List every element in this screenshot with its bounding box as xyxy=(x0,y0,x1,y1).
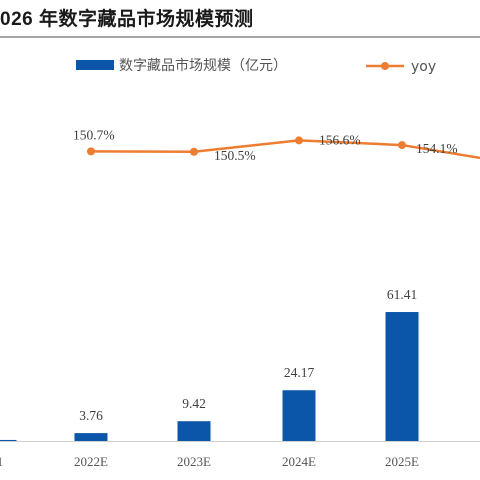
yoy-point xyxy=(295,136,303,145)
bar xyxy=(0,439,17,441)
yoy-point xyxy=(87,147,95,156)
yoy-point xyxy=(398,141,406,150)
x-tick-label: 2024E xyxy=(282,454,316,469)
chart-title: 026 年数字藏品市场规模预测 xyxy=(0,9,254,30)
bar-data-label: 24.17 xyxy=(284,365,315,380)
x-tick-label: 2025E xyxy=(385,454,419,469)
x-tick-label: 1 xyxy=(0,454,3,469)
yoy-data-label: 150.5% xyxy=(214,148,256,163)
legend-line-marker xyxy=(381,62,389,70)
legend-bar-swatch xyxy=(76,60,114,70)
x-tick-label: 2022E xyxy=(74,454,108,469)
yoy-data-label: 150.7% xyxy=(73,127,115,142)
bar xyxy=(282,390,316,441)
yoy-data-label: 154.1% xyxy=(416,141,458,156)
title-divider xyxy=(0,36,480,38)
bar xyxy=(74,433,108,441)
bar-data-label: 3.76 xyxy=(79,408,103,423)
legend-line-label: yoy xyxy=(411,59,436,75)
bar-data-label: 9.42 xyxy=(182,396,206,411)
yoy-point xyxy=(190,147,198,156)
bar xyxy=(177,421,211,441)
bar xyxy=(385,312,419,441)
legend-bar-label: 数字藏品市场规模（亿元） xyxy=(119,57,287,74)
x-tick-label: 2023E xyxy=(177,454,211,469)
bar-data-label: 61.41 xyxy=(387,287,417,302)
yoy-data-label: 156.6% xyxy=(319,132,361,147)
